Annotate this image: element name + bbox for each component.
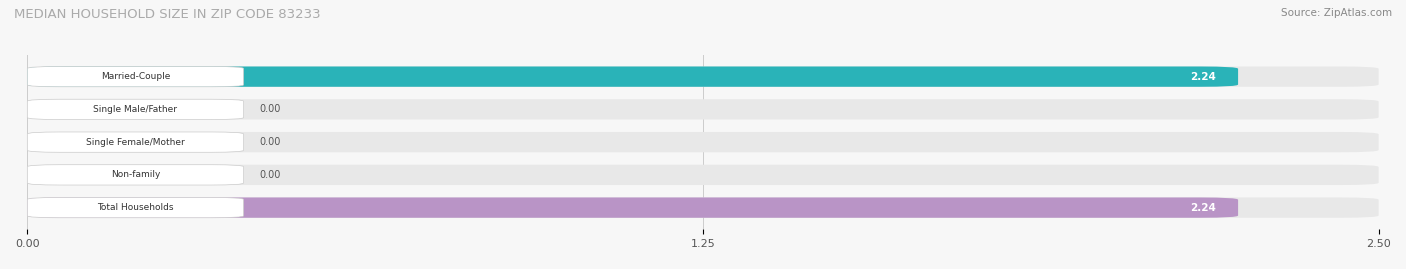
Text: MEDIAN HOUSEHOLD SIZE IN ZIP CODE 83233: MEDIAN HOUSEHOLD SIZE IN ZIP CODE 83233 bbox=[14, 8, 321, 21]
Text: Non-family: Non-family bbox=[111, 170, 160, 179]
FancyBboxPatch shape bbox=[27, 66, 1239, 87]
FancyBboxPatch shape bbox=[27, 165, 243, 185]
FancyBboxPatch shape bbox=[27, 197, 1239, 218]
Text: 2.24: 2.24 bbox=[1191, 72, 1216, 82]
FancyBboxPatch shape bbox=[27, 132, 1379, 152]
FancyBboxPatch shape bbox=[27, 132, 243, 152]
FancyBboxPatch shape bbox=[27, 99, 243, 119]
Text: 0.00: 0.00 bbox=[260, 137, 281, 147]
Text: 2.24: 2.24 bbox=[1191, 203, 1216, 213]
Text: Married-Couple: Married-Couple bbox=[101, 72, 170, 81]
Text: Total Households: Total Households bbox=[97, 203, 174, 212]
Text: Single Male/Father: Single Male/Father bbox=[93, 105, 177, 114]
FancyBboxPatch shape bbox=[27, 197, 243, 218]
FancyBboxPatch shape bbox=[27, 66, 243, 87]
FancyBboxPatch shape bbox=[27, 66, 1379, 87]
Text: 0.00: 0.00 bbox=[260, 170, 281, 180]
FancyBboxPatch shape bbox=[27, 165, 1379, 185]
Text: Source: ZipAtlas.com: Source: ZipAtlas.com bbox=[1281, 8, 1392, 18]
FancyBboxPatch shape bbox=[27, 197, 1379, 218]
FancyBboxPatch shape bbox=[27, 99, 1379, 119]
Text: Single Female/Mother: Single Female/Mother bbox=[86, 138, 184, 147]
Text: 0.00: 0.00 bbox=[260, 104, 281, 114]
